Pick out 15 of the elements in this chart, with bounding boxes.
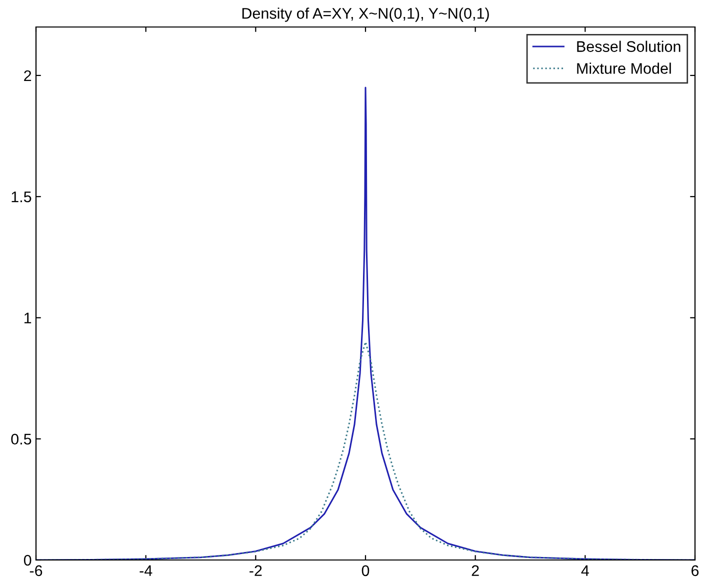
x-tick-label: 6 bbox=[692, 565, 699, 576]
x-tick-label: 4 bbox=[581, 565, 589, 576]
y-tick-label: 1.5 bbox=[12, 192, 32, 202]
x-tick-label: -6 bbox=[30, 565, 42, 576]
legend-label: Bessel Solution bbox=[577, 40, 680, 52]
legend-label: Mixture Model bbox=[577, 62, 671, 74]
x-tick-label: -2 bbox=[250, 565, 262, 576]
y-tick-label: 1 bbox=[24, 312, 32, 324]
y-tick-label: 0.5 bbox=[11, 434, 32, 445]
y-tick-label: 2 bbox=[24, 70, 32, 81]
x-tick-label: 0 bbox=[362, 565, 370, 576]
x-tick-label: 2 bbox=[472, 565, 479, 576]
chart-title: Density of A=XY, X~N(0,1), Y~N(0,1) bbox=[242, 8, 489, 22]
x-tick-label: -4 bbox=[140, 565, 152, 576]
y-tick-label: 0 bbox=[24, 554, 32, 566]
